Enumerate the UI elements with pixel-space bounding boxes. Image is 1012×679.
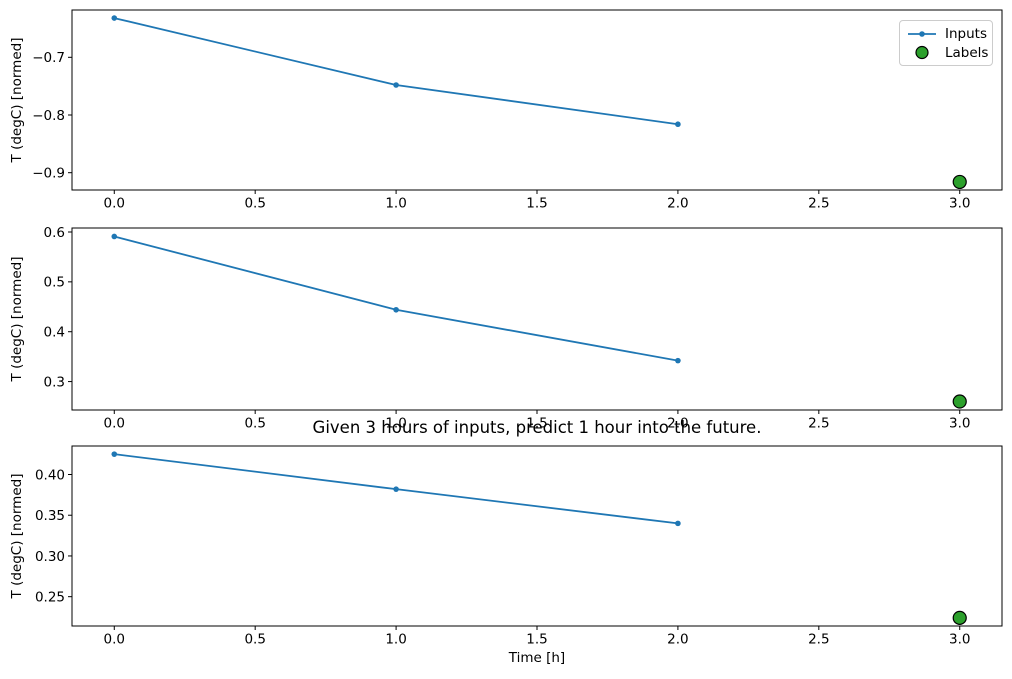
legend: Inputs Labels [899,20,993,66]
inputs-line [113,235,679,362]
x-tick-label: 2.0 [667,196,688,212]
axes-box [71,9,1003,191]
x-tick-label: 1.5 [526,632,547,648]
inputs-point [111,233,118,240]
legend-item-labels: Labels [900,43,992,62]
x-tick-label: 3.0 [949,416,970,432]
inputs-point [111,451,118,457]
inputs-line [113,17,679,126]
x-tick-label: 3.0 [949,196,970,212]
y-axis-label-bottom: T (degC) [normed] [9,473,25,599]
x-axis-label: Time [h] [508,650,566,666]
inputs-point [393,82,399,88]
labels-point [952,610,967,625]
x-tick-label: 0.5 [244,416,265,432]
legend-item-inputs: Inputs [900,24,992,43]
legend-label-labels: Labels [945,44,989,61]
x-tick-label: 0.0 [104,416,125,432]
y-tick-label: −0.8 [32,108,65,124]
x-tick-label: 1.5 [526,416,547,432]
inputs-dot-glyph [919,30,925,37]
labels-circle-icon [915,45,929,60]
chart-title: Given 3 hours of inputs, predict 1 hour … [312,418,762,437]
x-tick-label: 1.0 [385,196,406,212]
labels-point [952,394,967,409]
inputs-point [393,486,399,492]
y-tick-label: −0.7 [32,50,65,66]
x-tick-label: 0.0 [104,632,125,648]
x-tick-label: 1.5 [526,196,547,212]
inputs-line-icon [908,30,936,37]
x-tick-label: 2.5 [808,196,829,212]
y-axis-label-middle: T (degC) [normed] [9,256,25,382]
x-tick-label: 2.0 [667,416,688,432]
y-tick-label: 0.25 [35,589,65,605]
axes-box [71,227,1003,411]
x-tick-label: 2.5 [808,632,829,648]
x-tick-label: 0.0 [104,196,125,212]
y-tick-label: 0.30 [35,549,65,565]
labels-circle-glyph [915,45,929,60]
axes-box [71,445,1003,627]
inputs-point [675,121,681,128]
x-tick-label: 3.0 [949,632,970,648]
x-tick-label: 2.5 [808,416,829,432]
legend-label-inputs: Inputs [945,25,987,42]
x-tick-label: 1.0 [385,416,406,432]
y-axis-label-top: T (degC) [normed] [9,37,25,163]
inputs-point [111,15,118,21]
inputs-point [675,520,681,527]
y-tick-label: 0.6 [44,225,65,241]
inputs-point [675,357,681,364]
x-tick-label: 0.5 [244,196,265,212]
y-tick-label: 0.5 [44,275,65,291]
y-tick-label: 0.4 [44,325,65,341]
y-tick-label: 0.3 [44,374,65,390]
x-tick-label: 0.5 [244,632,265,648]
y-tick-label: 0.35 [35,508,65,524]
y-tick-label: 0.40 [35,467,65,483]
x-tick-label: 2.0 [667,632,688,648]
labels-point [952,174,967,190]
inputs-point [393,306,399,313]
x-tick-label: 1.0 [385,632,406,648]
y-tick-label: −0.9 [32,165,65,181]
